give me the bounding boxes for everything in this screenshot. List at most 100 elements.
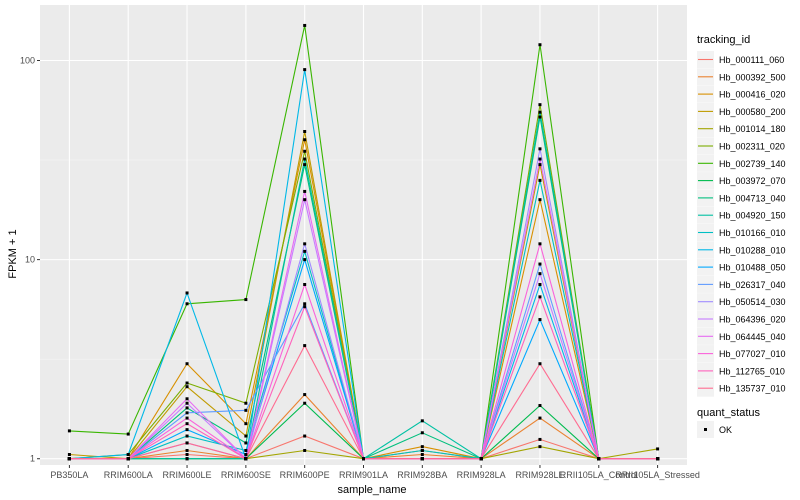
legend-item: Hb_003972_070 (697, 172, 786, 190)
legend-item: Hb_000580_200 (697, 102, 786, 120)
legend-label: Hb_000580_200 (719, 107, 786, 117)
data-point (303, 157, 307, 161)
legend-label: Hb_010166_010 (719, 228, 786, 238)
x-tick-label: RRIM928BA (397, 470, 447, 480)
legend-item: Hb_077027_010 (697, 345, 786, 363)
legend-label: Hb_000392_500 (719, 72, 786, 82)
legend-label: Hb_000111_060 (719, 55, 784, 65)
data-point (303, 305, 307, 309)
shape-legend-items: OK (697, 421, 732, 438)
data-point (303, 258, 307, 262)
data-point (185, 416, 189, 420)
data-point (244, 457, 248, 461)
data-point (244, 434, 248, 438)
legend-label: Hb_000416_020 (719, 90, 786, 100)
legend-label: Hb_004920_150 (719, 211, 786, 221)
data-point (126, 457, 130, 461)
y-axis-title: FPKM + 1 (7, 229, 19, 278)
data-point (420, 448, 424, 452)
data-point (479, 457, 483, 461)
legend-label: Hb_010288_010 (719, 245, 786, 255)
legend-item: Hb_002311_020 (697, 137, 785, 155)
legend-item: Hb_001014_180 (697, 120, 786, 138)
data-point (185, 457, 189, 461)
data-point (538, 242, 542, 246)
data-point (303, 198, 307, 202)
data-point (303, 189, 307, 193)
data-point (597, 457, 601, 461)
legend-label: OK (719, 425, 732, 435)
x-tick-label: RRIM928LA (457, 470, 506, 480)
data-point (538, 103, 542, 107)
legend-label: Hb_026317_040 (719, 280, 786, 290)
data-point (538, 295, 542, 299)
shape-legend-item: OK (697, 421, 732, 438)
data-point (420, 457, 424, 461)
data-point (303, 129, 307, 133)
legend-label: Hb_112765_010 (719, 366, 785, 376)
legend-item: Hb_026317_040 (697, 275, 786, 293)
legend-item: Hb_010166_010 (697, 224, 786, 241)
legend-item: Hb_064396_020 (697, 310, 786, 328)
legend-item: Hb_000416_020 (697, 85, 786, 103)
data-point (126, 432, 130, 436)
data-point (244, 441, 248, 445)
data-point (538, 43, 542, 47)
x-tick-label: RRIM600PE (280, 470, 330, 480)
x-tick-label: RRIM600LA (104, 470, 153, 480)
x-axis-title: sample_name (337, 484, 406, 496)
data-point (67, 429, 71, 433)
data-point (244, 422, 248, 426)
legend-items: Hb_000111_060 Hb_000392_500 Hb_000416_020 H… (697, 51, 786, 397)
data-point (244, 448, 248, 452)
shape-legend-title: quant_status (697, 407, 760, 419)
data-point (362, 457, 365, 461)
data-point (538, 445, 542, 449)
data-point (538, 157, 542, 161)
data-point (185, 385, 189, 389)
legend-item: Hb_064445_040 (697, 327, 786, 345)
data-point (244, 453, 248, 457)
legend-title: tracking_id (697, 34, 750, 46)
data-point (538, 272, 542, 276)
x-tick-label: RRII105LA_Control (560, 470, 638, 480)
data-point (126, 453, 130, 457)
legend-label: Hb_050514_030 (719, 297, 786, 307)
data-point (185, 434, 189, 438)
legend-item: Hb_010488_050 (697, 258, 786, 276)
legend-item: Hb_135737_010 (697, 379, 786, 397)
data-point (303, 138, 307, 142)
legend-label: Hb_064396_020 (719, 315, 786, 325)
data-point (185, 401, 189, 405)
legend-item: Hb_112765_010 (697, 362, 785, 380)
x-tick-label: RRIM600SE (221, 470, 271, 480)
legend-label: Hb_002311_020 (719, 142, 785, 152)
data-point (303, 242, 307, 246)
data-point (420, 445, 424, 449)
x-tick-label: RRIM928LE (515, 470, 564, 480)
data-point (538, 362, 542, 366)
data-point (303, 149, 307, 153)
legend-label: Hb_077027_010 (719, 349, 786, 359)
data-point (538, 198, 542, 202)
data-point (303, 23, 307, 27)
legend: tracking_id Hb_000111_060Hb_000392_500Hb… (697, 34, 786, 438)
data-point (185, 453, 189, 457)
legend-item: Hb_004920_150 (697, 206, 786, 224)
data-point (244, 298, 248, 302)
data-point (303, 163, 307, 167)
data-point (303, 344, 307, 348)
data-point (538, 262, 542, 266)
legend-label: Hb_004713_040 (719, 193, 786, 203)
data-point (185, 441, 189, 445)
x-tick-label: PB350LA (50, 470, 88, 480)
data-point (185, 302, 189, 306)
data-point (656, 447, 660, 451)
data-point (420, 453, 424, 457)
data-point (303, 448, 307, 452)
legend-item: Hb_050514_030 (697, 293, 786, 311)
data-point (303, 302, 307, 306)
data-point (67, 453, 71, 457)
legend-item: Hb_000111_060 (697, 51, 784, 68)
legend-label: Hb_135737_010 (719, 384, 786, 394)
